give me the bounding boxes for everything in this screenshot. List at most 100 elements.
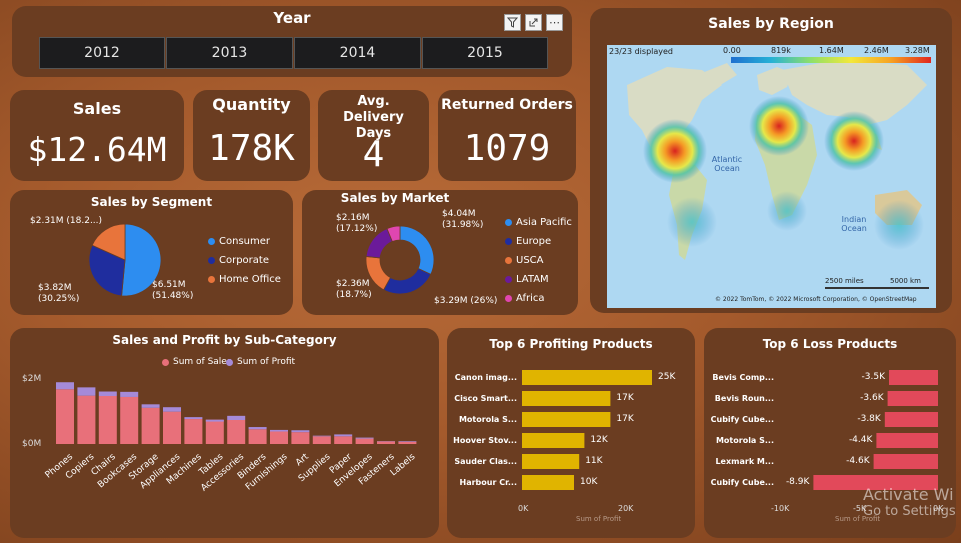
sales-bar-chairs[interactable] (98, 396, 117, 444)
profit-bar-phones[interactable] (56, 382, 74, 390)
profit-bar-chairs[interactable] (98, 391, 117, 396)
profit-bar-bookcases[interactable] (120, 391, 139, 397)
loss-bar-3[interactable] (876, 433, 938, 448)
profit-value-3: 12K (590, 435, 608, 445)
sales-bar-copiers[interactable] (77, 395, 96, 444)
sales-bar-phones[interactable] (56, 389, 74, 444)
filter-icon[interactable] (504, 14, 521, 31)
legend-dot (162, 358, 169, 366)
profit-bar-3[interactable] (522, 433, 585, 448)
sales-bar-supplies[interactable] (312, 436, 331, 444)
legend-corporate[interactable]: Corporate (208, 255, 269, 266)
profit-bar-machines[interactable] (184, 417, 203, 420)
top-loss-panel: Top 6 Loss Products Bevis Comp... -3.5K Be… (704, 328, 956, 538)
sales-bar-fasteners[interactable] (377, 441, 395, 444)
legend-usca[interactable]: USCA (505, 255, 544, 266)
profit-bar-accessories[interactable] (227, 415, 246, 420)
top-loss-tick-neg10: -10K (771, 504, 790, 513)
top-profit-bars[interactable] (447, 328, 695, 538)
profit-bar-1[interactable] (522, 391, 611, 406)
profit-bar-0[interactable] (522, 370, 652, 385)
profit-bar-supplies[interactable] (312, 435, 331, 437)
heatspot-usca (643, 119, 707, 183)
sales-bar-storage[interactable] (141, 407, 160, 444)
profit-bar-binders[interactable] (248, 427, 267, 430)
map-panel: Sales by Region (590, 8, 952, 313)
market-slice-africa[interactable] (386, 225, 401, 243)
legend-dot (505, 257, 512, 264)
market-chart-panel: Sales by Market $2.16M (17.12%) $4.04M (… (302, 190, 578, 315)
legend-europe-label: Europe (516, 236, 552, 247)
segment-slice-home-office[interactable] (91, 223, 126, 261)
loss-value-2: -3.8K (857, 414, 881, 424)
year-button-2015[interactable]: 2015 (422, 37, 548, 69)
legend-africa[interactable]: Africa (505, 293, 545, 304)
market-label-asia: $4.04M (31.98%) (442, 209, 486, 231)
profit-bar-copiers[interactable] (77, 387, 96, 396)
profit-bar-4[interactable] (522, 454, 580, 469)
sales-bar-bookcases[interactable] (120, 396, 139, 444)
sales-bar-paper[interactable] (334, 436, 353, 444)
legend-sum-of-profit[interactable]: Sum of Profit (226, 357, 295, 367)
sales-bar-accessories[interactable] (227, 420, 246, 444)
profit-bar-labels[interactable] (398, 441, 417, 442)
scale-label-3: 2.46M (864, 46, 889, 55)
legend-europe[interactable]: Europe (505, 236, 551, 247)
legend-consumer-label: Consumer (219, 236, 270, 247)
profit-bar-envelopes[interactable] (355, 437, 374, 439)
sales-bar-labels[interactable] (398, 441, 417, 444)
loss-bar-4[interactable] (873, 454, 938, 469)
loss-category-5: Cubify Cube... (710, 478, 774, 487)
legend-home-office[interactable]: Home Office (208, 274, 281, 285)
year-button-2014[interactable]: 2014 (294, 37, 421, 69)
segment-slice-consumer[interactable] (121, 223, 162, 297)
legend-asia-pacific[interactable]: Asia Pacific (505, 217, 572, 228)
legend-dot (208, 257, 215, 264)
market-slice-asia-pacific[interactable] (399, 225, 435, 275)
legend-consumer[interactable]: Consumer (208, 236, 270, 247)
profit-bar-appliances[interactable] (163, 407, 181, 412)
sales-bar-appliances[interactable] (163, 411, 181, 444)
sales-bar-art[interactable] (291, 432, 310, 444)
segment-slice-corporate[interactable] (88, 244, 126, 297)
sales-bar-envelopes[interactable] (355, 438, 374, 444)
legend-usca-label: USCA (516, 255, 544, 266)
legend-latam[interactable]: LATAM (505, 274, 549, 285)
market-donut[interactable] (302, 190, 578, 315)
focus-mode-icon[interactable] (525, 14, 542, 31)
sales-bar-machines[interactable] (184, 419, 203, 444)
scale-label-2: 1.64M (819, 46, 844, 55)
profit-bar-5[interactable] (522, 475, 574, 490)
subcat-bars[interactable] (10, 328, 439, 538)
profit-bar-storage[interactable] (141, 404, 160, 408)
segment-label-consumer-text: $6.51M (51.48%) (152, 280, 194, 301)
loss-value-0: -3.5K (861, 372, 885, 382)
sales-bar-furnishings[interactable] (270, 431, 288, 444)
legend-dot (208, 276, 215, 283)
legend-dot (505, 238, 512, 245)
loss-bar-0[interactable] (889, 370, 938, 385)
profit-bar-tables[interactable] (205, 419, 224, 422)
profit-bar-furnishings[interactable] (270, 429, 288, 432)
loss-bar-5[interactable] (813, 475, 938, 490)
loss-bar-1[interactable] (887, 391, 938, 406)
y-axis-label-2m: $2M (22, 374, 42, 384)
legend-dot (208, 238, 215, 245)
year-button-2013[interactable]: 2013 (166, 37, 293, 69)
quantity-kpi-label: Quantity (212, 95, 291, 114)
profit-bar-art[interactable] (291, 430, 310, 433)
top-loss-bars[interactable] (704, 328, 956, 538)
market-slice-europe[interactable] (383, 267, 432, 295)
profit-value-0: 25K (658, 372, 676, 382)
sales-bar-tables[interactable] (205, 419, 224, 444)
heatspot-latam (667, 197, 717, 247)
segment-pie[interactable] (10, 190, 293, 315)
more-options-icon[interactable]: ⋯ (546, 14, 563, 31)
year-button-2012[interactable]: 2012 (39, 37, 165, 69)
legend-sum-of-sales[interactable]: Sum of Sales (162, 357, 232, 367)
map-canvas[interactable]: 23/23 displayed 0.00 819k 1.64M 2.46M 3.… (607, 45, 936, 308)
profit-bar-2[interactable] (522, 412, 611, 427)
loss-bar-2[interactable] (884, 412, 938, 427)
profit-bar-paper[interactable] (334, 434, 353, 437)
sales-bar-binders[interactable] (248, 429, 267, 444)
